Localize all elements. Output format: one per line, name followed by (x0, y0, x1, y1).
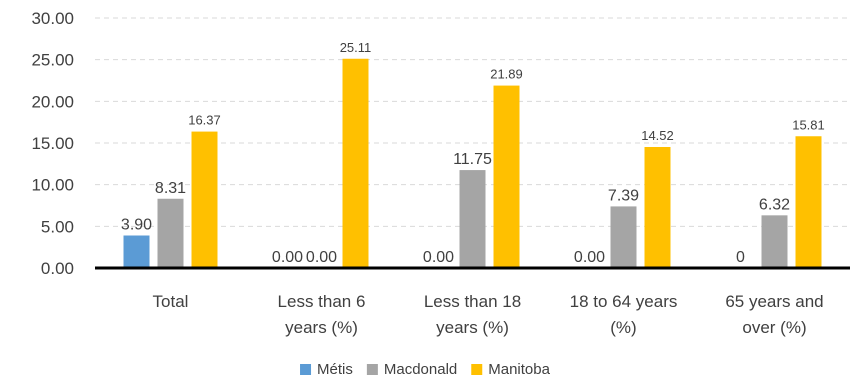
bar (123, 235, 150, 268)
bars (123, 58, 822, 268)
data-label: 15.81 (792, 117, 825, 132)
x-tick-label: (%) (610, 318, 636, 337)
data-label: 0.00 (272, 249, 303, 266)
x-tick-label: years (%) (285, 318, 358, 337)
data-label: 21.89 (490, 67, 523, 82)
x-tick-label: Total (153, 292, 189, 311)
bar (342, 58, 369, 268)
y-tick-label: 20.00 (31, 92, 74, 111)
legend: Métis Macdonald Manitoba (300, 361, 551, 378)
bar (191, 131, 218, 268)
bar (157, 198, 184, 268)
bar (644, 147, 671, 268)
bar (795, 136, 822, 268)
data-label: 0.00 (306, 249, 337, 266)
data-label: 0.00 (574, 249, 605, 266)
bar (761, 215, 788, 268)
legend-swatch (471, 364, 483, 375)
data-label: 8.31 (155, 180, 186, 197)
bar (493, 85, 520, 268)
x-tick-label: Less than 18 (424, 292, 521, 311)
bar (610, 206, 637, 268)
legend-label: Macdonald (384, 361, 457, 378)
y-tick-label: 30.00 (31, 9, 74, 28)
legend-label: Manitoba (488, 361, 550, 378)
data-label: 3.90 (121, 217, 152, 234)
data-label: 16.37 (188, 113, 221, 128)
x-tick-label: years (%) (436, 318, 509, 337)
data-label: 14.52 (641, 128, 674, 143)
x-tick-label: 18 to 64 years (570, 292, 678, 311)
y-tick-label: 10.00 (31, 176, 74, 195)
data-label: 7.39 (608, 187, 639, 204)
y-axis-ticks: 0.00 5.00 10.00 15.00 20.00 25.00 30.00 (31, 9, 74, 278)
y-tick-label: 0.00 (41, 259, 74, 278)
x-tick-label: 65 years and (725, 292, 823, 311)
legend-swatch (300, 364, 312, 375)
legend-label: Métis (317, 361, 353, 378)
data-label: 0 (736, 249, 745, 266)
legend-swatch (366, 364, 378, 375)
y-tick-label: 5.00 (41, 217, 74, 236)
y-tick-label: 15.00 (31, 134, 74, 153)
y-tick-label: 25.00 (31, 51, 74, 70)
data-label: 6.32 (759, 196, 790, 213)
data-label: 0.00 (423, 249, 454, 266)
x-tick-label: Less than 6 (278, 292, 366, 311)
x-tick-label: over (%) (742, 318, 806, 337)
data-label: 11.75 (453, 151, 492, 168)
data-label: 25.11 (340, 40, 372, 55)
x-axis-categories: Total Less than 6 years (%) Less than 18 yea… (153, 292, 824, 337)
bar (459, 170, 486, 268)
